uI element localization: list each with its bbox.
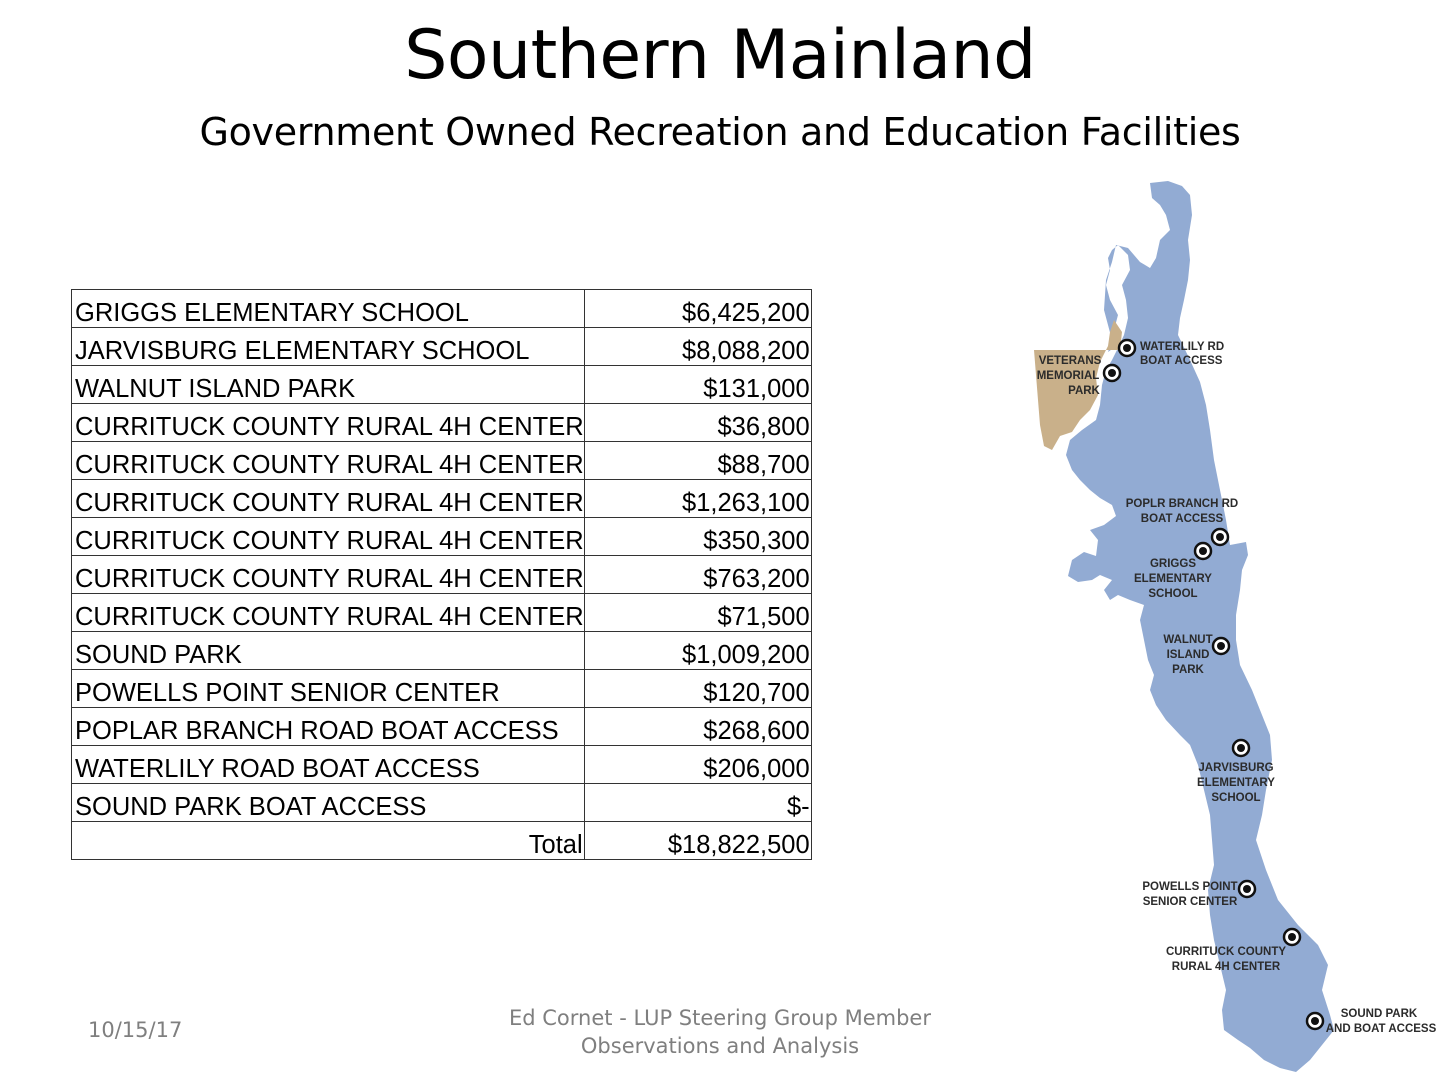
footer-credit: Ed Cornet - LUP Steering Group Member Ob… bbox=[470, 1004, 970, 1060]
waterlily-label: BOAT ACCESS bbox=[1140, 355, 1223, 367]
footer-author-line: Ed Cornet - LUP Steering Group Member bbox=[509, 1006, 931, 1030]
facility-value-cell: $88,700 bbox=[583, 441, 812, 480]
table-row: CURRITUCK COUNTY RURAL 4H CENTER $71,500 bbox=[71, 593, 812, 632]
waterlily-marker-icon bbox=[1117, 338, 1137, 358]
facility-name-cell: WALNUT ISLAND PARK bbox=[71, 365, 585, 404]
total-label-cell: Total bbox=[71, 821, 585, 860]
jarvisburg-label: ELEMENTARY bbox=[1197, 777, 1275, 789]
table-row: CURRITUCK COUNTY RURAL 4H CENTER $36,800 bbox=[71, 403, 812, 442]
facility-value-cell: $120,700 bbox=[583, 669, 812, 708]
currituck-label: CURRITUCK COUNTY bbox=[1166, 946, 1286, 958]
powells-label: SENIOR CENTER bbox=[1143, 896, 1238, 908]
griggs-marker-icon bbox=[1193, 541, 1213, 561]
table-row: SOUND PARK $1,009,200 bbox=[71, 631, 812, 670]
sound-park-label: SOUND PARK bbox=[1341, 1008, 1418, 1020]
table-row: GRIGGS ELEMENTARY SCHOOL $6,425,200 bbox=[71, 289, 812, 328]
facility-value-cell: $71,500 bbox=[583, 593, 812, 632]
veterans-park-shape bbox=[1034, 320, 1122, 450]
table-row: CURRITUCK COUNTY RURAL 4H CENTER $1,263,1… bbox=[71, 479, 812, 518]
table-row: POPLAR BRANCH ROAD BOAT ACCESS $268,600 bbox=[71, 707, 812, 746]
facility-value-cell: $763,200 bbox=[583, 555, 812, 594]
table-row: CURRITUCK COUNTY RURAL 4H CENTER $350,300 bbox=[71, 517, 812, 556]
table-row: POWELLS POINT SENIOR CENTER $120,700 bbox=[71, 669, 812, 708]
total-value-cell: $18,822,500 bbox=[583, 821, 812, 860]
facility-name-cell: JARVISBURG ELEMENTARY SCHOOL bbox=[71, 327, 585, 366]
facility-name-cell: SOUND PARK bbox=[71, 631, 585, 670]
facility-name-cell: CURRITUCK COUNTY RURAL 4H CENTER bbox=[71, 593, 585, 632]
poplar-marker-icon bbox=[1210, 527, 1230, 547]
veterans-label: MEMORIAL bbox=[1037, 370, 1100, 382]
facility-value-cell: $268,600 bbox=[583, 707, 812, 746]
table-row: CURRITUCK COUNTY RURAL 4H CENTER $88,700 bbox=[71, 441, 812, 480]
table-row: JARVISBURG ELEMENTARY SCHOOL $8,088,200 bbox=[71, 327, 812, 366]
griggs-label: GRIGGS bbox=[1150, 558, 1196, 570]
facility-name-cell: SOUND PARK BOAT ACCESS bbox=[71, 783, 585, 822]
mainland-shape bbox=[1066, 181, 1334, 1072]
currituck-marker-icon bbox=[1282, 927, 1302, 947]
veterans-marker-icon bbox=[1102, 363, 1122, 383]
facility-value-cell: $350,300 bbox=[583, 517, 812, 556]
powells-label: POWELLS POINT bbox=[1142, 881, 1237, 893]
walnut-label: ISLAND bbox=[1167, 649, 1210, 661]
griggs-label: SCHOOL bbox=[1148, 588, 1197, 600]
facility-value-cell: $6,425,200 bbox=[583, 289, 812, 328]
walnut-marker-icon bbox=[1211, 636, 1231, 656]
facility-value-cell: $1,263,100 bbox=[583, 479, 812, 518]
walnut-label: WALNUT bbox=[1163, 634, 1212, 646]
facility-value-cell: $8,088,200 bbox=[583, 327, 812, 366]
poplar-label: POPLR BRANCH RD bbox=[1126, 498, 1238, 510]
footer-subtitle-line: Observations and Analysis bbox=[580, 1034, 860, 1058]
facility-value-cell: $131,000 bbox=[583, 365, 812, 404]
table-row: SOUND PARK BOAT ACCESS $- bbox=[71, 783, 812, 822]
total-row: Total $18,822,500 bbox=[71, 821, 812, 860]
page-title: Southern Mainland bbox=[404, 16, 1036, 95]
table-row: CURRITUCK COUNTY RURAL 4H CENTER $763,200 bbox=[71, 555, 812, 594]
jarvisburg-label: SCHOOL bbox=[1211, 792, 1260, 804]
sound-park-label: AND BOAT ACCESS bbox=[1326, 1023, 1437, 1035]
footer-date: 10/15/17 bbox=[88, 1018, 183, 1042]
map-labels: WATERLILY RD BOAT ACCESS VETERANS MEMORI… bbox=[1037, 341, 1437, 1035]
jarvisburg-label: JARVISBURG bbox=[1198, 762, 1273, 774]
facilities-table: GRIGGS ELEMENTARY SCHOOL $6,425,200 JARVIS… bbox=[71, 289, 812, 860]
waterlily-label: WATERLILY RD bbox=[1140, 341, 1224, 353]
facility-name-cell: CURRITUCK COUNTY RURAL 4H CENTER bbox=[71, 555, 585, 594]
facility-name-cell: POWELLS POINT SENIOR CENTER bbox=[71, 669, 585, 708]
facility-value-cell: $- bbox=[583, 783, 812, 822]
facility-value-cell: $206,000 bbox=[583, 745, 812, 784]
southern-mainland-map: WATERLILY RD BOAT ACCESS VETERANS MEMORI… bbox=[1034, 181, 1437, 1072]
facility-value-cell: $36,800 bbox=[583, 403, 812, 442]
veterans-label: VETERANS bbox=[1039, 355, 1102, 367]
page-subtitle: Government Owned Recreation and Educatio… bbox=[199, 110, 1241, 154]
facility-name-cell: CURRITUCK COUNTY RURAL 4H CENTER bbox=[71, 479, 585, 518]
location-markers bbox=[1102, 338, 1325, 1031]
facility-name-cell: CURRITUCK COUNTY RURAL 4H CENTER bbox=[71, 517, 585, 556]
facility-name-cell: CURRITUCK COUNTY RURAL 4H CENTER bbox=[71, 403, 585, 442]
powells-marker-icon bbox=[1237, 879, 1257, 899]
sound-park-marker-icon bbox=[1305, 1011, 1325, 1031]
facility-name-cell: CURRITUCK COUNTY RURAL 4H CENTER bbox=[71, 441, 585, 480]
facility-name-cell: POPLAR BRANCH ROAD BOAT ACCESS bbox=[71, 707, 585, 746]
jarvisburg-marker-icon bbox=[1231, 738, 1251, 758]
veterans-label: PARK bbox=[1068, 385, 1100, 397]
table-row: WALNUT ISLAND PARK $131,000 bbox=[71, 365, 812, 404]
facility-name-cell: WATERLILY ROAD BOAT ACCESS bbox=[71, 745, 585, 784]
island-shape bbox=[1175, 196, 1186, 212]
walnut-label: PARK bbox=[1172, 664, 1204, 676]
facility-name-cell: GRIGGS ELEMENTARY SCHOOL bbox=[71, 289, 585, 328]
facility-value-cell: $1,009,200 bbox=[583, 631, 812, 670]
currituck-label: RURAL 4H CENTER bbox=[1172, 961, 1281, 973]
table-row: WATERLILY ROAD BOAT ACCESS $206,000 bbox=[71, 745, 812, 784]
griggs-label: ELEMENTARY bbox=[1134, 573, 1212, 585]
poplar-label: BOAT ACCESS bbox=[1141, 513, 1224, 525]
